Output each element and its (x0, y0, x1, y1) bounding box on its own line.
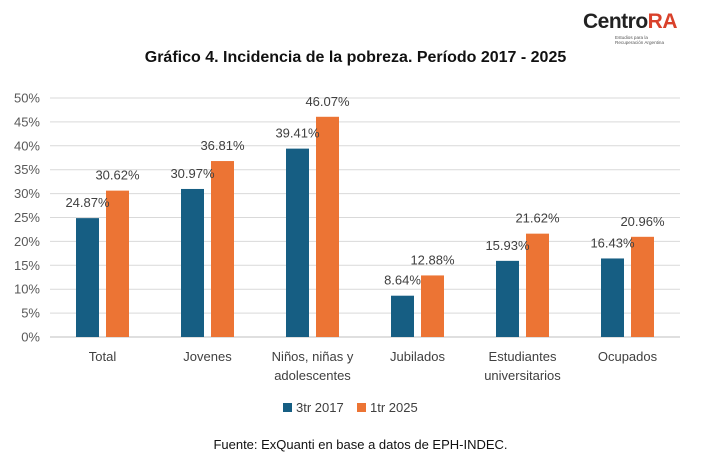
bar (631, 236, 654, 337)
bar (526, 233, 549, 337)
y-tick-label: 30% (14, 186, 40, 201)
data-labels: 24.87% 30.62% 30.97% 36.81% 39.41% 46.07% 8.64… (65, 94, 665, 288)
y-tick-label: 40% (14, 138, 40, 153)
bar (316, 116, 339, 337)
x-axis: Total Jovenes Niños, niñas y adolescentes Ju… (89, 349, 658, 383)
data-label: 36.81% (200, 138, 245, 153)
y-tick-label: 25% (14, 210, 40, 225)
x-tick-label: Ocupados (598, 349, 658, 364)
legend-swatch (283, 403, 292, 412)
bar (181, 188, 204, 337)
bar (391, 295, 414, 337)
y-tick-label: 45% (14, 114, 40, 129)
bar (286, 148, 309, 337)
legend: 3tr 2017 1tr 2025 (283, 400, 418, 415)
bar (106, 190, 129, 337)
data-label: 30.97% (170, 166, 215, 181)
y-tick-label: 50% (14, 91, 40, 106)
y-tick-label: 35% (14, 162, 40, 177)
bar (76, 218, 99, 337)
data-label: 46.07% (305, 94, 350, 109)
bars (76, 116, 654, 337)
data-label: 12.88% (410, 252, 455, 267)
x-tick-label: Jovenes (183, 349, 232, 364)
data-label: 39.41% (275, 126, 320, 141)
bar (211, 161, 234, 337)
data-label: 24.87% (65, 195, 110, 210)
data-label: 20.96% (620, 214, 665, 229)
x-tick-label: Jubilados (390, 349, 445, 364)
chart-title: Gráfico 4. Incidencia de la pobreza. Per… (144, 49, 567, 66)
y-tick-label: 20% (14, 234, 40, 249)
gridlines (50, 97, 680, 338)
bar (496, 260, 519, 337)
y-tick-label: 10% (14, 282, 40, 297)
data-label: 16.43% (590, 235, 635, 250)
x-tick-label: Niños, niñas y (272, 349, 354, 364)
data-label: 21.62% (515, 211, 560, 226)
data-label: 8.64% (384, 273, 421, 288)
logo-subtitle: Estudios para la Recuperación Argentina (615, 35, 665, 45)
logo-text-main: Centro (583, 10, 648, 33)
x-tick-label: universitarios (484, 368, 561, 383)
x-tick-label: adolescentes (274, 368, 351, 383)
y-tick-label: 5% (21, 306, 40, 321)
legend-swatch (357, 403, 366, 412)
data-label: 30.62% (95, 168, 140, 183)
bar (601, 258, 624, 337)
centro-ra-logo: CentroRA Estudios para la Recuperación A… (583, 10, 683, 50)
y-axis: 0% 5% 10% 15% 20% 25% 30% 35% 40% 45% 50% (14, 91, 40, 345)
y-tick-label: 0% (21, 330, 40, 345)
legend-label: 3tr 2017 (296, 400, 344, 415)
y-tick-label: 15% (14, 258, 40, 273)
legend-label: 1tr 2025 (370, 400, 418, 415)
x-tick-label: Total (89, 349, 117, 364)
data-label: 15.93% (485, 238, 530, 253)
source-note: Fuente: ExQuanti en base a datos de EPH-… (213, 437, 508, 452)
bar (421, 275, 444, 337)
logo-text-accent: RA (647, 10, 678, 33)
x-tick-label: Estudiantes (489, 349, 557, 364)
logo-wordmark: CentroRA (583, 10, 678, 34)
